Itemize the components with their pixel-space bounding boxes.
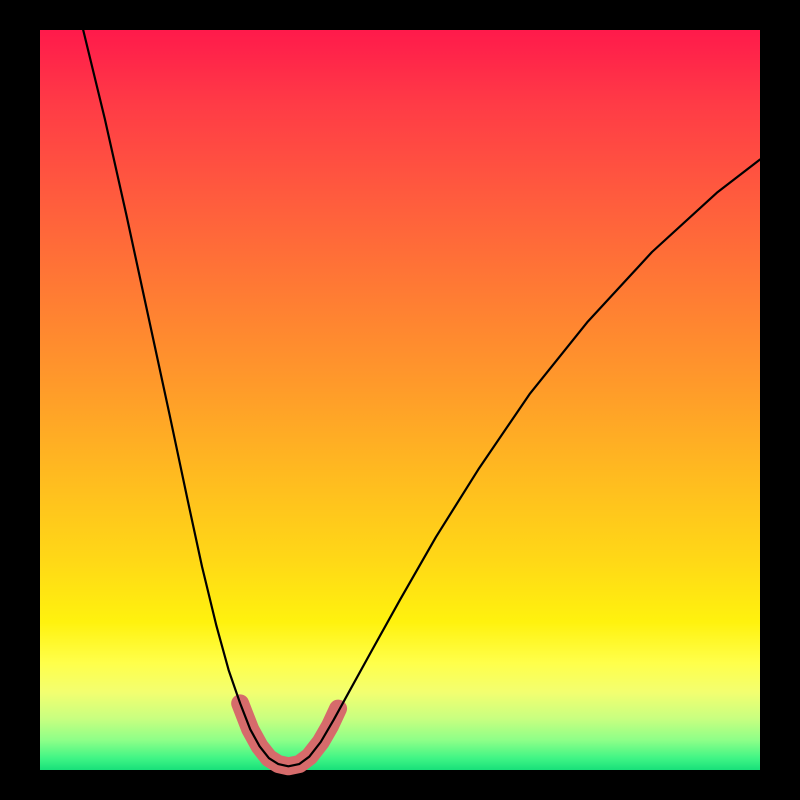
figure-root: TheBottleneck.com	[0, 0, 800, 800]
bottleneck-plot	[0, 0, 800, 800]
plot-background	[40, 30, 760, 770]
plot-canvas-wrap	[0, 0, 800, 800]
